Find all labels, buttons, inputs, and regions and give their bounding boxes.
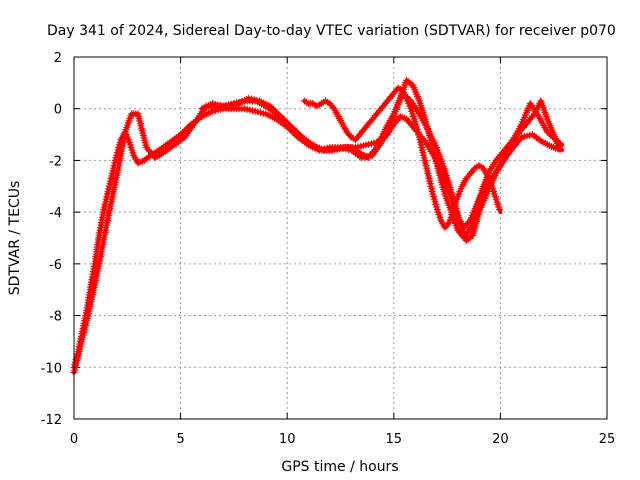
series-line <box>72 91 565 375</box>
y-tick-label: 0 <box>54 103 62 118</box>
data-series <box>70 89 565 377</box>
y-axis-label: SDTVAR / TECUs <box>7 181 23 296</box>
x-tick-label: 0 <box>70 432 78 447</box>
x-tick-label: 5 <box>176 432 184 447</box>
plot-frame <box>73 56 608 420</box>
data-series <box>198 76 563 242</box>
y-tick-label: -4 <box>49 206 62 221</box>
series-markers <box>70 89 564 377</box>
y-tick-label: -2 <box>49 154 62 169</box>
x-tick-label: 25 <box>599 432 616 447</box>
chart-title: Day 341 of 2024, Sidereal Day-to-day VTE… <box>47 23 616 39</box>
x-tick-label: 15 <box>386 432 403 447</box>
y-tick-label: -8 <box>49 310 62 325</box>
series-markers <box>300 84 504 232</box>
y-tick-label: 2 <box>54 51 62 66</box>
y-tick-label: -10 <box>41 361 62 376</box>
x-axis-label: GPS time / hours <box>281 459 398 475</box>
x-tick-label: 20 <box>492 432 509 447</box>
plot-area <box>70 76 565 377</box>
y-tick-label: -12 <box>41 413 62 428</box>
y-tick-label: -6 <box>49 258 62 273</box>
data-series <box>300 84 504 232</box>
x-tick-label: 10 <box>279 432 296 447</box>
